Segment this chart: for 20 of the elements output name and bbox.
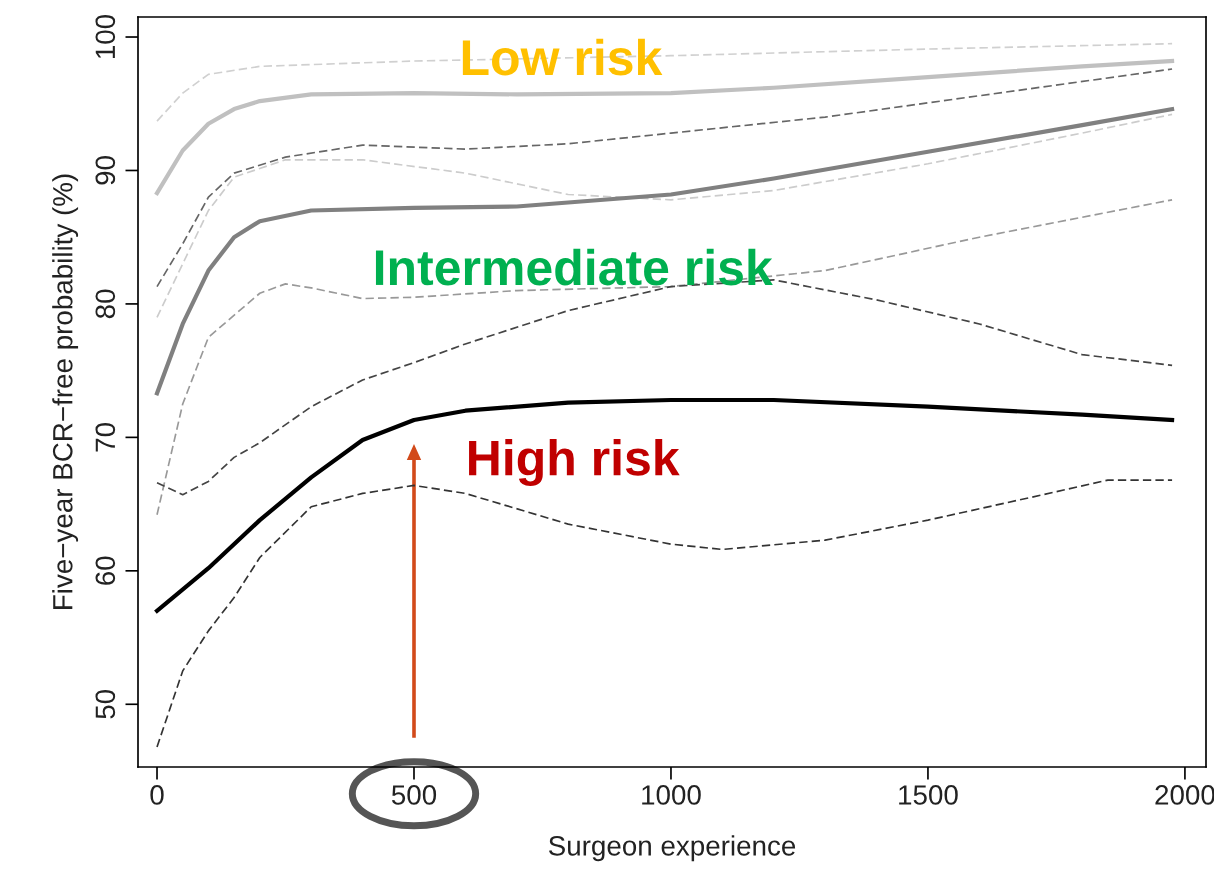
annotation: Low risk (462, 38, 663, 76)
x-tick-label: 1500 (899, 785, 958, 805)
y-tick-label: 60 (95, 556, 116, 585)
x-axis-title: Surgeon experience (548, 835, 796, 862)
line-series (154, 397, 1175, 613)
x-tick-label: 1000 (642, 785, 701, 805)
line-series (156, 113, 1173, 319)
line-series (156, 198, 1173, 516)
line-series (154, 106, 1175, 396)
y-tick-label: 90 (95, 156, 116, 185)
x-tick-label: 0 (150, 785, 164, 805)
annotation: Intermediate risk (375, 248, 773, 286)
annotation: High risk (469, 439, 680, 486)
y-tick-label: 100 (95, 14, 116, 59)
y-tick-label: 70 (95, 423, 116, 452)
x-tick-label: 500 (391, 785, 437, 805)
y-axis-title: Five−year BCR−free probability (%) (52, 174, 79, 609)
x-tick-label: 2000 (1155, 785, 1214, 805)
y-tick-label: 80 (95, 289, 116, 319)
y-tick-label: 50 (95, 689, 116, 719)
